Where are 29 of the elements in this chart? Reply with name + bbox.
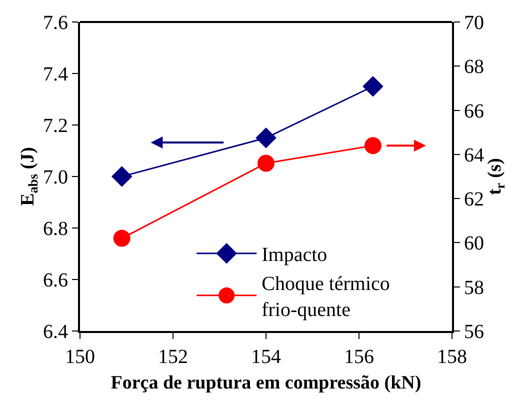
y2-tick-label: 68: [464, 56, 484, 78]
x-tick-label: 156: [344, 346, 374, 368]
x-axis-title: Força de ruptura em compressão (kN): [110, 372, 422, 394]
point: [256, 127, 276, 148]
point: [113, 230, 130, 247]
point: [364, 137, 382, 154]
x-tick-label: 154: [251, 346, 281, 368]
y2-tick-label: 62: [464, 188, 484, 211]
point: [111, 166, 132, 187]
y2-tick-label: 64: [464, 144, 484, 166]
x-tick-label: 152: [158, 346, 188, 368]
y2-tick-label: 58: [464, 276, 484, 299]
y2-tick-label: 66: [464, 100, 484, 122]
point: [258, 154, 274, 172]
y2-tick-label: 60: [464, 232, 484, 255]
y-tick-label: 6.6: [43, 270, 68, 292]
y-tick-label: 6.8: [43, 218, 68, 240]
y-tick-label: 6.4: [43, 321, 68, 343]
legend-label: Impacto: [262, 244, 328, 266]
point: [362, 76, 384, 97]
y-tick-label: 7.4: [43, 64, 68, 86]
legend-label: Choque térmico frio-quente: [262, 273, 390, 322]
x-tick-label: 158: [437, 346, 467, 368]
x-tick-label: 150: [65, 346, 95, 368]
y-tick-label: 7.6: [43, 12, 68, 34]
y2-tick-label: 56: [464, 321, 484, 343]
y2-tick-label: 70: [464, 12, 484, 34]
y-tick-label: 7.0: [43, 166, 68, 188]
y-tick-label: 7.2: [43, 115, 68, 137]
